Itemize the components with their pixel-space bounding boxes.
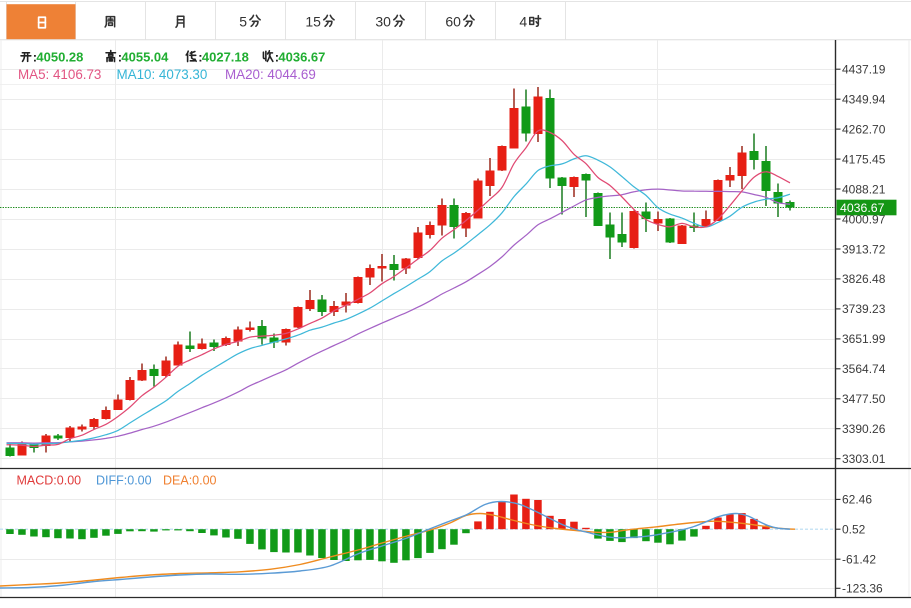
svg-text:MA10: 4073.30: MA10: 4073.30	[117, 67, 208, 82]
svg-text:4: 4	[519, 14, 527, 30]
svg-text:DIFF:0.00: DIFF:0.00	[96, 474, 152, 488]
svg-text:4088.21: 4088.21	[842, 182, 886, 196]
svg-text:3913.72: 3913.72	[842, 242, 886, 256]
svg-text:60: 60	[445, 14, 461, 30]
svg-text:4262.70: 4262.70	[842, 122, 886, 136]
svg-text::: :	[118, 50, 122, 65]
svg-text:15: 15	[305, 14, 321, 30]
svg-text:4036.67: 4036.67	[278, 50, 325, 65]
svg-text:3390.26: 3390.26	[842, 422, 886, 436]
svg-text:4000.97: 4000.97	[842, 212, 886, 226]
svg-text:0.52: 0.52	[842, 523, 866, 537]
svg-text::: :	[198, 50, 202, 65]
svg-text:4027.18: 4027.18	[202, 50, 249, 65]
svg-text:4349.94: 4349.94	[842, 93, 886, 107]
svg-text:4437.19: 4437.19	[842, 63, 886, 77]
svg-text:3739.23: 3739.23	[842, 302, 886, 316]
svg-text:4055.04: 4055.04	[121, 50, 169, 65]
svg-text:DEA:0.00: DEA:0.00	[163, 474, 217, 488]
svg-text:62.46: 62.46	[842, 493, 872, 507]
svg-text:3303.01: 3303.01	[842, 452, 886, 466]
svg-text:4036.67: 4036.67	[840, 201, 885, 215]
svg-text:3826.48: 3826.48	[842, 272, 886, 286]
svg-text:3564.74: 3564.74	[842, 362, 886, 376]
svg-text:30: 30	[375, 14, 391, 30]
svg-text:3477.50: 3477.50	[842, 392, 886, 406]
svg-text:MA20: 4044.69: MA20: 4044.69	[225, 67, 316, 82]
svg-text:-61.42: -61.42	[842, 553, 876, 567]
svg-text:4050.28: 4050.28	[36, 50, 83, 65]
svg-text:MACD:0.00: MACD:0.00	[17, 474, 82, 488]
svg-text:5: 5	[239, 14, 247, 30]
svg-text:-123.36: -123.36	[842, 582, 883, 596]
svg-text:4175.45: 4175.45	[842, 152, 886, 166]
svg-text::: :	[33, 50, 37, 65]
svg-text:MA5: 4106.73: MA5: 4106.73	[18, 67, 101, 82]
svg-text::: :	[275, 50, 279, 65]
svg-text:3651.99: 3651.99	[842, 332, 886, 346]
